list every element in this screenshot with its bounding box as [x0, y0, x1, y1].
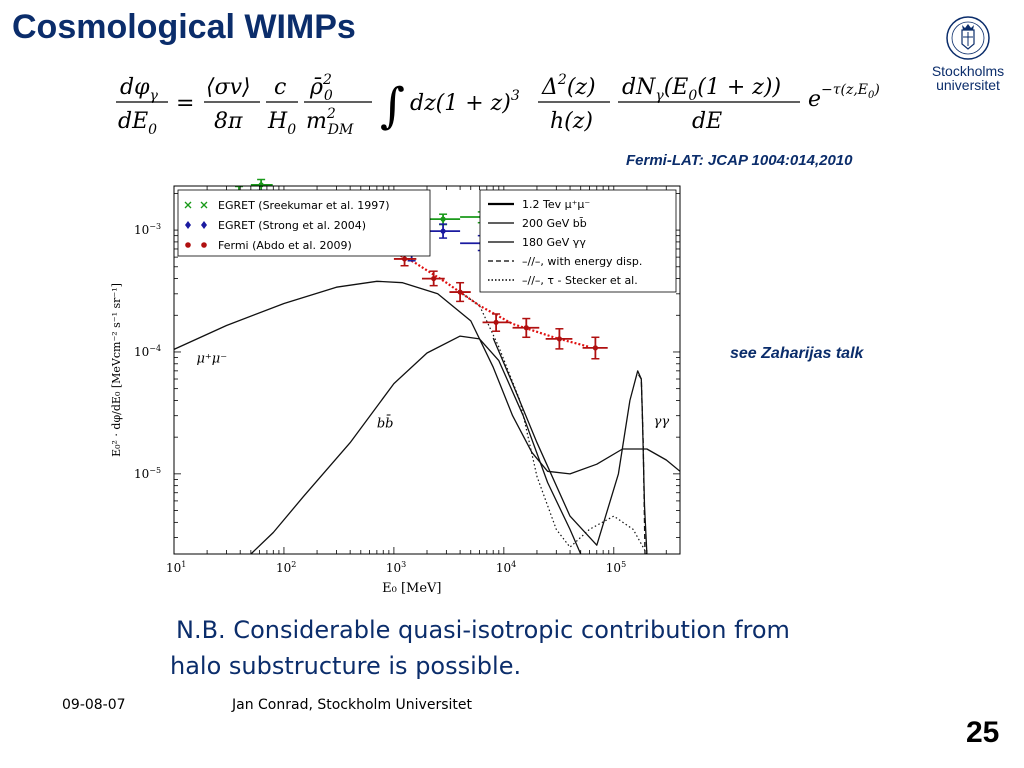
formula-mass: m2 DM — [306, 106, 354, 138]
legend-dataset-label: EGRET (Strong et al. 2004) — [218, 219, 366, 232]
formula-integral: ∫ — [380, 78, 405, 134]
x-tick-label: 105 — [606, 560, 626, 575]
page-number: 25 — [966, 716, 1000, 749]
marker — [493, 319, 499, 325]
x-mark — [200, 201, 208, 209]
curve-label: μ⁺μ⁻ — [196, 351, 227, 366]
formula-dn: dNγ(E0(1 + z)) — [622, 75, 781, 104]
x-mark — [184, 201, 192, 209]
y-axis-label: E₀² · dφ/dE₀ [MeVcm⁻² s⁻¹ sr⁻¹] — [110, 283, 123, 457]
flux-formula: dφγ dE0 = ⟨σv⟩ 8π c H0 ρ̄2 0 m2 DM ∫ dz(1 … — [116, 72, 880, 138]
legend-dataset-label: Fermi (Abdo et al. 2009) — [218, 239, 352, 252]
marker — [440, 216, 446, 222]
curve-3 — [638, 374, 646, 554]
university-logo: Stockholms universitet — [932, 16, 1004, 93]
formula-equals: = — [176, 91, 194, 116]
curve-1 — [250, 335, 582, 554]
footer-date: 09-08-07 — [62, 697, 126, 713]
formula-dz-term: dz(1 + z)3 — [410, 88, 520, 116]
slide-title: Cosmological WIMPs — [12, 8, 356, 46]
note-line-1: N.B. Considerable quasi-isotropic contri… — [176, 616, 790, 644]
formula-h-den: h(z) — [550, 109, 593, 134]
marker — [523, 325, 529, 331]
formula-rho: ρ̄2 0 — [309, 72, 333, 104]
data-point-2-9 — [582, 336, 608, 360]
circle-mark — [185, 242, 191, 248]
chart-legend: EGRET (Sreekumar et al. 1997) EGRET (Stro… — [177, 189, 677, 293]
curve-label: bb̄ — [377, 415, 394, 432]
y-tick-label: 10−4 — [134, 344, 161, 359]
data-point-0-1 — [250, 178, 273, 192]
y-tick-label: 10−3 — [134, 222, 161, 237]
legend-model-label: –//–, with energy disp. — [522, 255, 642, 268]
x-tick-label: 102 — [276, 560, 296, 575]
legend-model-label: –//–, τ - Stecker et al. — [522, 274, 638, 287]
marker — [440, 228, 446, 234]
data-point-0-8 — [428, 213, 461, 226]
formula-sigma-v: ⟨σv⟩ — [206, 75, 251, 100]
marker — [431, 275, 437, 282]
curve-0 — [174, 280, 680, 475]
legend-models: 1.2 Tev μ⁺μ⁻ 200 GeV bb̄ 180 GeV γγ –//–, w… — [479, 189, 677, 293]
marker — [556, 336, 562, 342]
data-point-2-8 — [545, 328, 573, 350]
footer-author: Jan Conrad, Stockholm Universitet — [232, 697, 472, 713]
logo-line-1: Stockholms — [932, 63, 1004, 79]
data-point-2-7 — [512, 317, 540, 339]
diamond-mark — [201, 221, 207, 229]
diamond-mark — [185, 221, 191, 229]
logo-line-2: universitet — [936, 77, 1000, 93]
data-point-2-5 — [449, 281, 471, 303]
legend-marker-circle — [185, 242, 207, 248]
marker — [401, 256, 408, 262]
legend-models-box — [479, 189, 677, 293]
data-point-2-4 — [421, 270, 445, 287]
formula-lhs-num: dφγ — [120, 75, 159, 104]
note-line-2: halo substructure is possible. — [170, 652, 522, 680]
legend-model-label: 1.2 Tev μ⁺μ⁻ — [522, 198, 590, 211]
legend-marker-diamond — [185, 221, 207, 229]
formula-de: dE — [692, 109, 722, 134]
formula-exp: e−τ(z,E0) — [808, 82, 880, 112]
data-point-2-6 — [482, 313, 511, 332]
legend-datasets-box — [177, 189, 431, 257]
university-seal-icon — [946, 16, 990, 60]
formula-delta: Δ2(z) — [541, 72, 596, 100]
marker — [592, 345, 598, 351]
legend-datasets: EGRET (Sreekumar et al. 1997) EGRET (Stro… — [177, 189, 431, 257]
data-point-1-8 — [428, 223, 461, 239]
chart-curves — [174, 233, 680, 554]
formula-lhs-den: dE0 — [118, 109, 157, 138]
talk-reference: see Zaharijas talk — [730, 345, 864, 362]
curve-4 — [459, 291, 648, 554]
marker — [457, 289, 463, 295]
circle-mark — [201, 242, 207, 248]
formula-8pi: 8π — [214, 109, 243, 134]
legend-model-label: 200 GeV bb̄ — [522, 217, 587, 230]
legend-model-label: 180 GeV γγ — [522, 236, 586, 249]
x-tick-label: 101 — [166, 560, 186, 575]
x-tick-label: 104 — [496, 560, 516, 575]
x-axis-label: E₀ [MeV] — [382, 581, 441, 596]
note-text: N.B. Considerable quasi-isotropic contri… — [170, 612, 950, 684]
chart-labels: μ⁺μ⁻ bb̄ γγ — [196, 351, 669, 431]
legend-dataset-label: EGRET (Sreekumar et al. 1997) — [218, 199, 390, 212]
citation: Fermi-LAT: JCAP 1004:014,2010 — [626, 152, 853, 169]
x-tick-label: 103 — [386, 560, 406, 575]
formula-c: c — [274, 75, 286, 100]
curve-2 — [492, 337, 648, 554]
curve-label: γγ — [654, 414, 670, 429]
y-tick-label: 10−5 — [134, 466, 161, 481]
legend-marker-x — [184, 201, 208, 209]
formula-h0: H0 — [267, 109, 296, 138]
